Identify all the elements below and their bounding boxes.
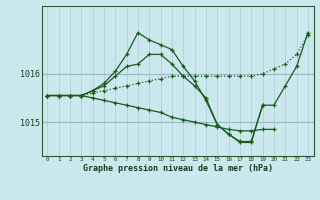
X-axis label: Graphe pression niveau de la mer (hPa): Graphe pression niveau de la mer (hPa) [83, 164, 273, 173]
